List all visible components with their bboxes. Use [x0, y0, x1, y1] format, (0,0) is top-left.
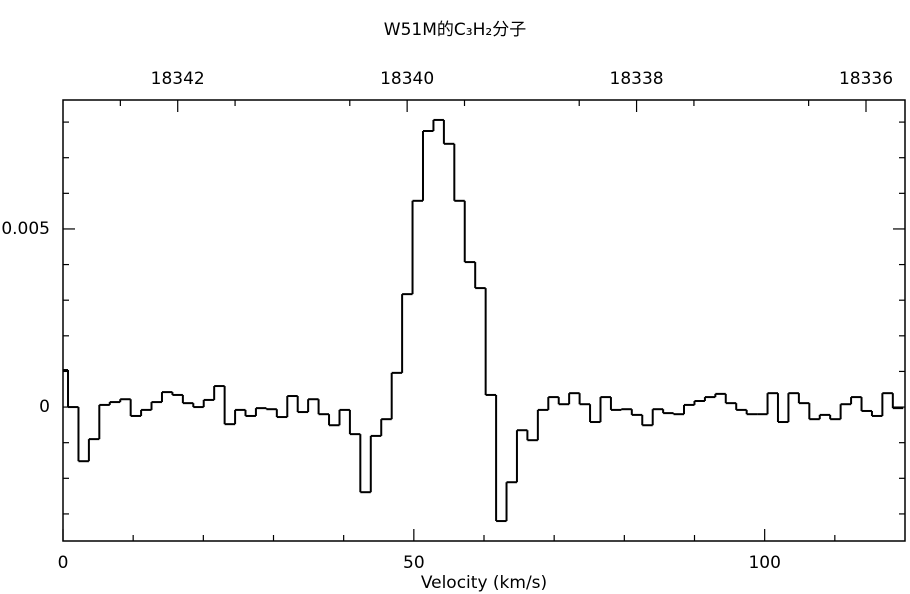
x2-tick-label: 18342 [151, 69, 205, 89]
y-tick-label: 0.005 [1, 219, 50, 239]
y-tick-label: 0 [39, 397, 50, 417]
x2-tick-label: 18336 [839, 69, 893, 89]
x-tick-label: 50 [403, 553, 425, 573]
x2-tick-label: 18338 [610, 69, 664, 89]
x-tick-label: 100 [748, 553, 780, 573]
chart-title: W51M的C₃H₂分子 [384, 20, 526, 40]
x2-tick-label: 18340 [380, 69, 434, 89]
x-tick-label: 0 [58, 553, 69, 573]
spectrum [63, 118, 904, 523]
x-axis-label: Velocity (km/s) [421, 573, 547, 593]
plot-frame [62, 99, 906, 542]
